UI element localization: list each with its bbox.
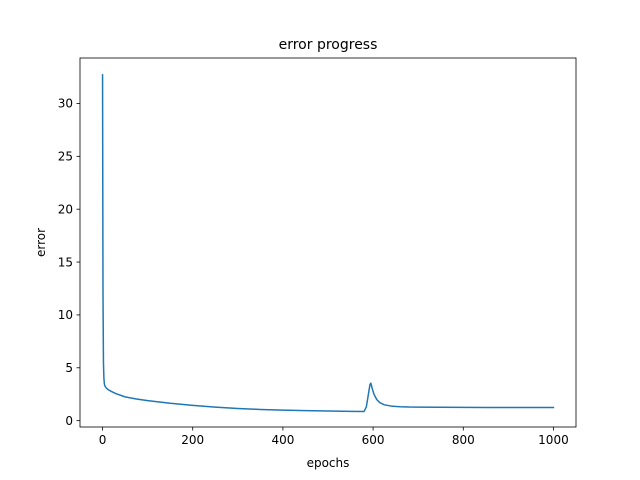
y-tick-label: 25 [58, 150, 73, 164]
y-tick-label: 0 [65, 414, 73, 428]
x-tick-label: 200 [181, 433, 204, 447]
y-tick-label: 15 [58, 255, 73, 269]
y-tick-label: 5 [65, 361, 73, 375]
y-axis-title: error [34, 228, 48, 257]
y-tick-label: 20 [58, 202, 73, 216]
x-tick-label: 800 [452, 433, 475, 447]
axis-ticks: 0 200 400 600 800 1000 0 5 10 15 20 25 30 [58, 97, 569, 447]
x-axis-title: epochs [307, 456, 350, 470]
y-tick-label: 30 [58, 97, 73, 111]
x-tick-label: 0 [99, 433, 107, 447]
plot-frame [79, 57, 577, 428]
chart-title: error progress [279, 37, 378, 53]
y-tick-label: 10 [58, 308, 73, 322]
x-tick-label: 400 [271, 433, 294, 447]
series-line-error [101, 74, 555, 413]
x-tick-label: 1000 [538, 433, 569, 447]
x-tick-label: 600 [362, 433, 385, 447]
